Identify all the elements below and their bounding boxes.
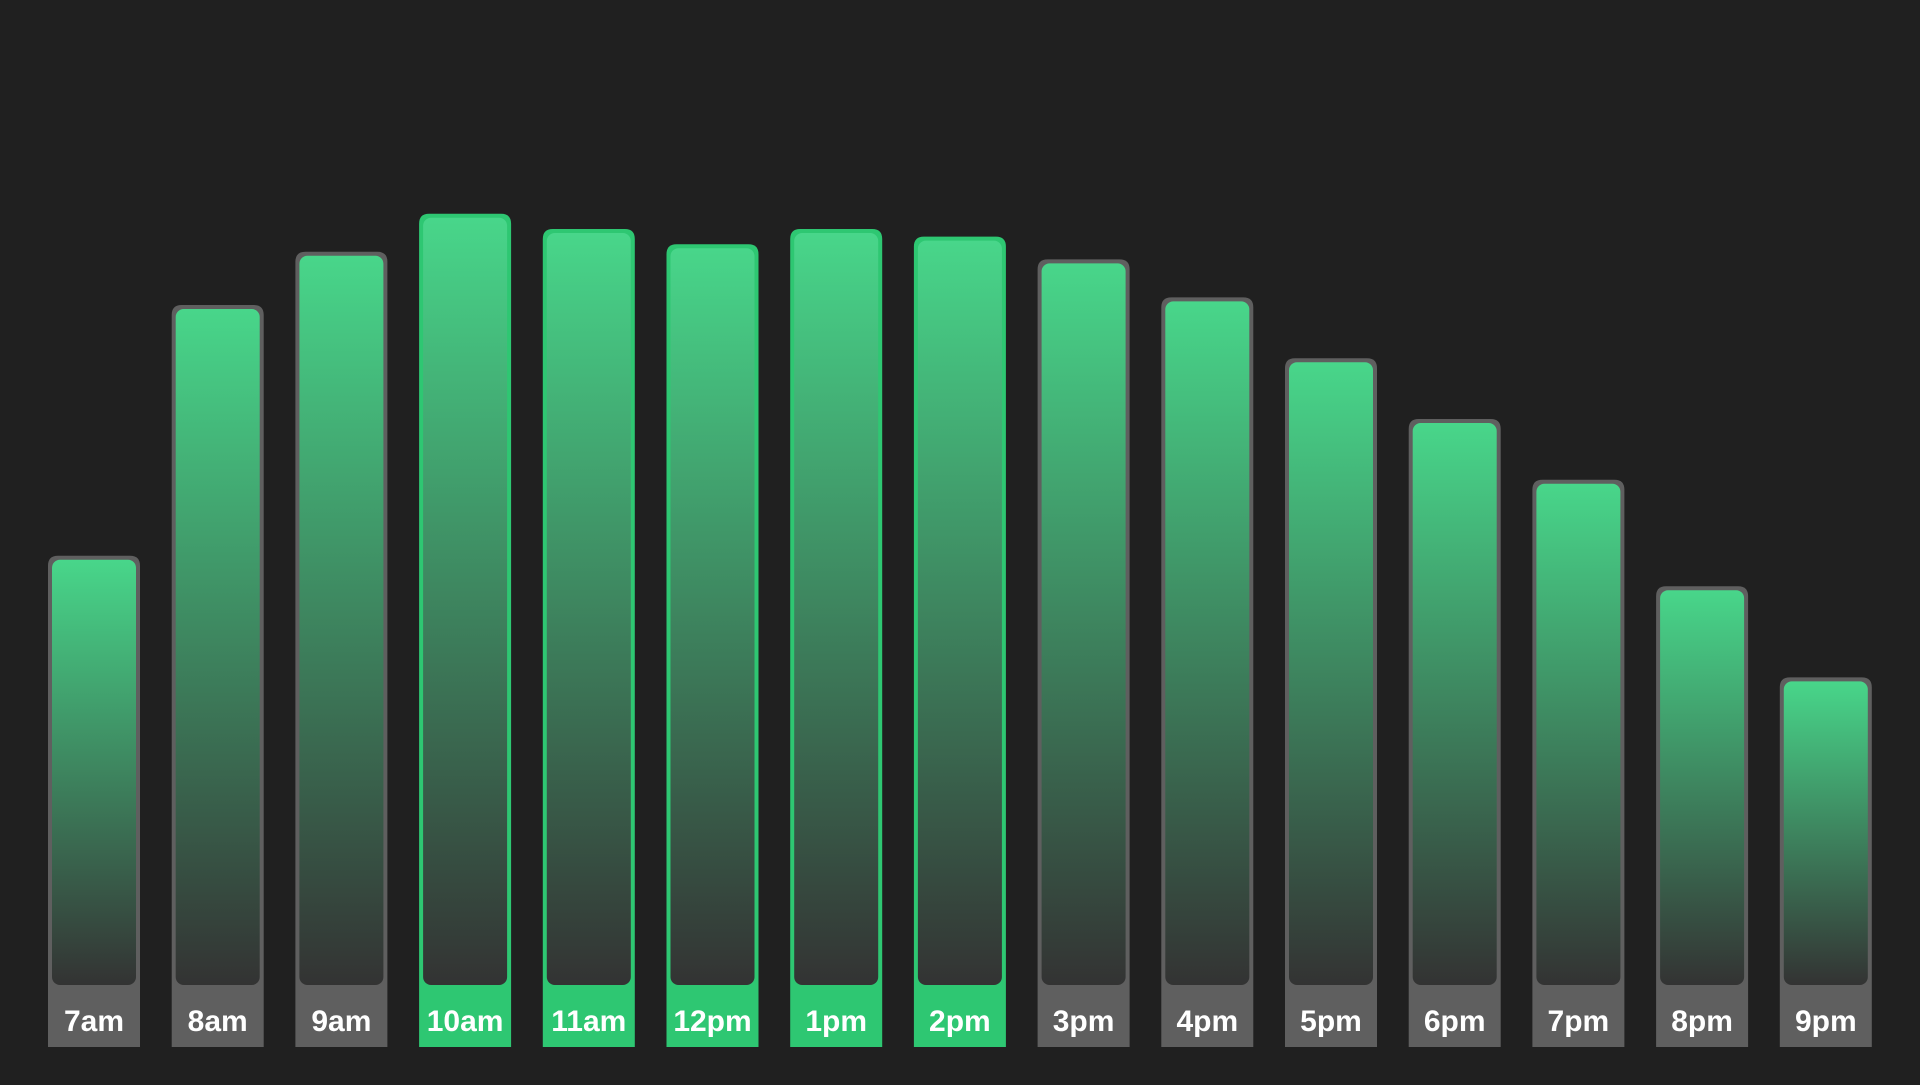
tick-label-3pm: 3pm <box>1053 1005 1115 1038</box>
bar-11am <box>546 233 631 985</box>
bar-6pm <box>1412 423 1497 985</box>
tick-label-1pm: 1pm <box>805 1005 867 1038</box>
tick-label-2pm: 2pm <box>929 1005 991 1038</box>
bar-10am <box>423 217 508 986</box>
bar-9pm <box>1783 681 1868 985</box>
bar-2pm <box>917 240 1002 986</box>
bar-7pm <box>1536 483 1621 985</box>
tick-label-4pm: 4pm <box>1176 1005 1238 1038</box>
tick-label-5pm: 5pm <box>1300 1005 1362 1038</box>
bar-8pm <box>1660 590 1745 985</box>
bars-layer: 7am 8am 9am 10am 11am 12pm 1pm 2pm 3pm 4pm 5pm 6pm 7… <box>48 213 1872 1048</box>
tick-label-8pm: 8pm <box>1671 1005 1733 1038</box>
bar-4pm <box>1165 301 1250 985</box>
bar-9am <box>299 255 384 986</box>
bar-5pm <box>1289 362 1373 985</box>
tick-label-9pm: 9pm <box>1795 1005 1857 1038</box>
tick-label-9am: 9am <box>311 1005 371 1038</box>
tick-label-11am: 11am <box>551 1005 626 1038</box>
bar-1pm <box>794 233 879 985</box>
bar-3pm <box>1041 263 1126 985</box>
bar-12pm <box>670 248 755 985</box>
tick-label-12pm: 12pm <box>673 1005 751 1038</box>
tick-label-10am: 10am <box>427 1005 504 1038</box>
tick-label-8am: 8am <box>188 1005 248 1038</box>
tick-label-7am: 7am <box>64 1005 124 1038</box>
bar-7am <box>52 559 136 985</box>
tick-label-6pm: 6pm <box>1424 1005 1486 1038</box>
bar-8am <box>175 309 260 985</box>
tick-label-7pm: 7pm <box>1548 1005 1610 1038</box>
